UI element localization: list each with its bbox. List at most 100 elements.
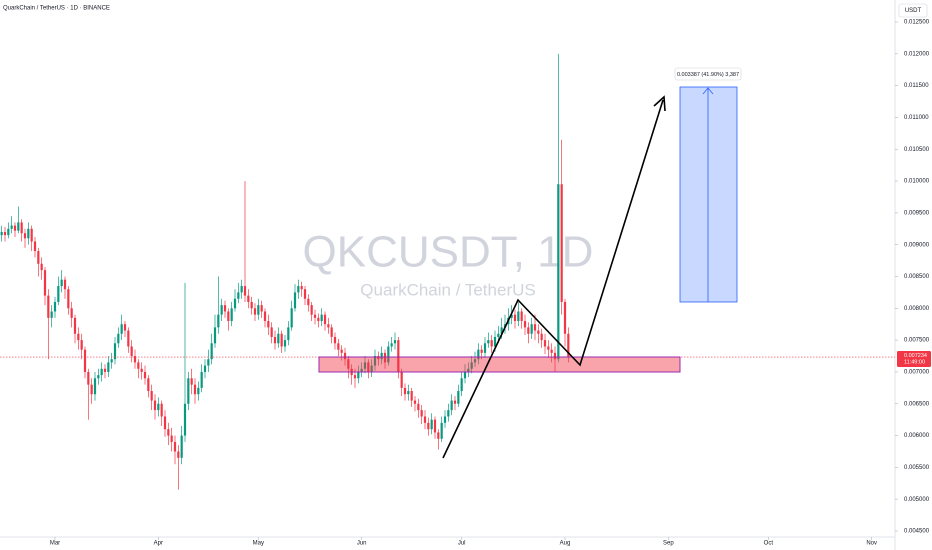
x-tick-label: Apr <box>154 541 163 547</box>
candle-body <box>260 305 263 312</box>
candle-body <box>470 362 473 369</box>
candle-body <box>437 432 440 439</box>
candle-body <box>537 330 540 334</box>
candle-body <box>163 416 167 430</box>
x-tick-label: Aug <box>560 541 571 547</box>
y-tick-label: 0.004500 <box>904 529 930 535</box>
symbol-title: QuarkChain / TetherUS · 1D · BINANCE <box>3 6 110 12</box>
candle-body <box>117 333 120 344</box>
candle-body <box>263 311 267 322</box>
candle-body <box>33 241 37 252</box>
projection-path <box>442 99 664 459</box>
candle-body <box>0 231 3 236</box>
x-tick-label: Jun <box>357 541 367 547</box>
candle-body <box>500 327 503 334</box>
candle-body <box>220 305 223 315</box>
candle-body <box>230 308 233 322</box>
candle-body <box>370 365 373 372</box>
candle-body <box>387 346 390 363</box>
watermark-subtitle: QuarkChain / TetherUS <box>360 280 535 299</box>
currency-box <box>898 3 928 18</box>
candle-body <box>497 333 500 337</box>
candle-body <box>533 324 537 331</box>
candle-body <box>457 391 460 404</box>
candle-body <box>213 327 217 344</box>
candle-body <box>367 362 370 372</box>
candle-body <box>257 305 260 315</box>
candle-body <box>380 352 383 360</box>
candle-body <box>37 251 40 264</box>
candle-body <box>363 362 367 369</box>
candle-body <box>40 263 43 271</box>
candle-body <box>250 301 253 309</box>
candle-body <box>17 222 20 231</box>
candle-body <box>167 429 170 436</box>
candle-body <box>490 340 493 347</box>
y-tick-label: 0.009000 <box>904 242 930 248</box>
candle-body <box>193 384 197 395</box>
y-tick-label: 0.010500 <box>904 147 930 153</box>
last-price-label: 0.007234 <box>904 353 927 359</box>
y-tick-label: 0.011000 <box>904 115 929 121</box>
y-tick-label: 0.009500 <box>904 210 930 216</box>
candle-body <box>93 378 97 395</box>
candle-body <box>310 305 313 315</box>
candle-body <box>353 375 357 379</box>
candle-body <box>307 298 310 306</box>
support-zone <box>318 356 681 373</box>
candle-body <box>547 346 550 350</box>
candle-body <box>153 400 157 411</box>
candle-body <box>400 371 403 388</box>
candle-body <box>157 403 160 411</box>
candle-body <box>323 314 327 325</box>
candle-body <box>237 292 240 299</box>
candle-body <box>480 349 483 353</box>
candle-body <box>290 308 293 328</box>
watermark: QKCUSDT, 1D <box>303 228 594 277</box>
candle-body <box>67 289 70 309</box>
target-box <box>679 86 738 303</box>
candle-body <box>267 321 270 328</box>
candle-body <box>73 317 77 334</box>
candle-body <box>83 349 87 372</box>
candle-body <box>130 346 133 357</box>
candle-body <box>30 228 33 242</box>
candle-body <box>223 305 227 312</box>
candle-body <box>270 327 273 337</box>
y-tick-label: 0.008500 <box>904 274 930 280</box>
candle-body <box>3 231 7 236</box>
candle-body <box>210 343 213 360</box>
candle-body <box>173 441 177 452</box>
candle-body <box>97 375 100 379</box>
countdown-label: 11:49:00 <box>904 360 925 366</box>
plot: 0.004500 0.005000 0.005500 0.006000 0.006500… <box>0 20 930 547</box>
x-tick-label: Sep <box>663 541 674 547</box>
candle-body <box>127 330 130 347</box>
x-tick-label: Nov <box>866 541 877 547</box>
candle-body <box>133 356 137 363</box>
candle-body <box>300 286 303 290</box>
candle-body <box>377 356 380 360</box>
candle-body <box>100 368 103 376</box>
candle-body <box>90 384 93 395</box>
candle-body <box>460 378 463 392</box>
candle-body <box>280 333 283 347</box>
candle-body <box>510 314 513 318</box>
candle-body <box>463 371 467 379</box>
candle-body <box>317 317 320 322</box>
candle-body <box>57 286 60 302</box>
candle-body <box>297 286 300 293</box>
candle-body <box>123 324 127 331</box>
candle-body <box>550 349 553 353</box>
candle-body <box>433 419 437 433</box>
last-price-tag <box>897 351 931 368</box>
measure-label: 0.003387 (41.90%) 3,387 <box>677 72 739 78</box>
candle-body <box>423 416 427 423</box>
candle-body <box>160 403 163 417</box>
candle-body <box>343 352 347 360</box>
candle-body <box>417 403 420 411</box>
candle-body <box>413 400 417 404</box>
candle-body <box>287 327 290 341</box>
candle-body <box>397 340 400 372</box>
